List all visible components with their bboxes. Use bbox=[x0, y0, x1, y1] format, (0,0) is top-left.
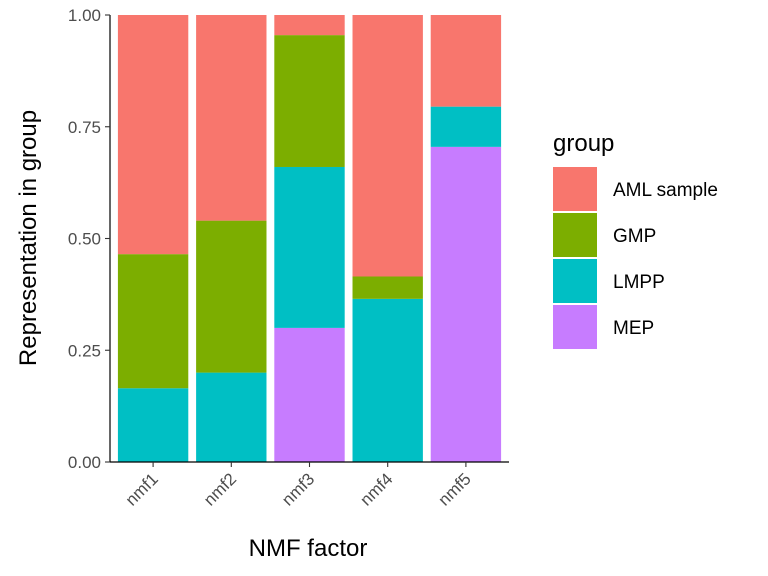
bar-nmf5-aml-sample bbox=[430, 15, 502, 107]
legend-label: GMP bbox=[613, 226, 656, 247]
bar-nmf1-gmp bbox=[117, 254, 189, 389]
x-tick-label: nmf2 bbox=[200, 469, 240, 509]
legend-swatch bbox=[553, 213, 597, 257]
bar-nmf2-gmp bbox=[196, 220, 267, 373]
bar-nmf3-lmpp bbox=[274, 166, 345, 328]
y-tick-label: 0.75 bbox=[68, 118, 101, 137]
bar-nmf4-lmpp bbox=[352, 298, 423, 462]
legend-title: group bbox=[553, 130, 614, 157]
bar-nmf3-gmp bbox=[274, 35, 345, 167]
bars-layer bbox=[117, 15, 502, 462]
legend: group AML sample GMP LMPP MEP bbox=[553, 130, 718, 349]
bar-nmf3-mep bbox=[274, 327, 345, 462]
x-tick-label: nmf3 bbox=[278, 469, 318, 509]
y-tick-label: 0.50 bbox=[68, 230, 101, 249]
bar-nmf3-aml-sample bbox=[274, 15, 345, 36]
x-ticks: nmf1 nmf2 nmf3 nmf4 nmf5 bbox=[122, 462, 475, 510]
bar-nmf5-mep bbox=[430, 146, 502, 462]
x-tick-label: nmf4 bbox=[356, 469, 396, 509]
y-axis-title: Representation in group bbox=[15, 110, 42, 366]
legend-swatch bbox=[553, 305, 597, 349]
bar-nmf2-lmpp bbox=[196, 372, 267, 462]
legend-label: MEP bbox=[613, 318, 654, 339]
legend-label: AML sample bbox=[613, 180, 718, 201]
y-ticks: 0.00 0.25 0.50 0.75 1.00 bbox=[68, 6, 110, 472]
x-tick-label: nmf1 bbox=[122, 469, 162, 509]
legend-swatch bbox=[553, 167, 597, 211]
y-tick-label: 0.25 bbox=[68, 341, 101, 360]
x-tick-label: nmf5 bbox=[435, 469, 475, 509]
bar-nmf4-gmp bbox=[352, 276, 423, 299]
x-axis-title: NMF factor bbox=[249, 535, 368, 562]
bar-nmf1-aml-sample bbox=[117, 15, 189, 255]
y-tick-label: 1.00 bbox=[68, 6, 101, 25]
bar-nmf5-lmpp bbox=[430, 106, 502, 147]
y-tick-label: 0.00 bbox=[68, 453, 101, 472]
bar-nmf1-lmpp bbox=[117, 388, 189, 462]
bar-nmf2-aml-sample bbox=[196, 15, 267, 221]
legend-swatch bbox=[553, 259, 597, 303]
bar-nmf4-aml-sample bbox=[352, 15, 423, 277]
legend-label: LMPP bbox=[613, 272, 665, 293]
